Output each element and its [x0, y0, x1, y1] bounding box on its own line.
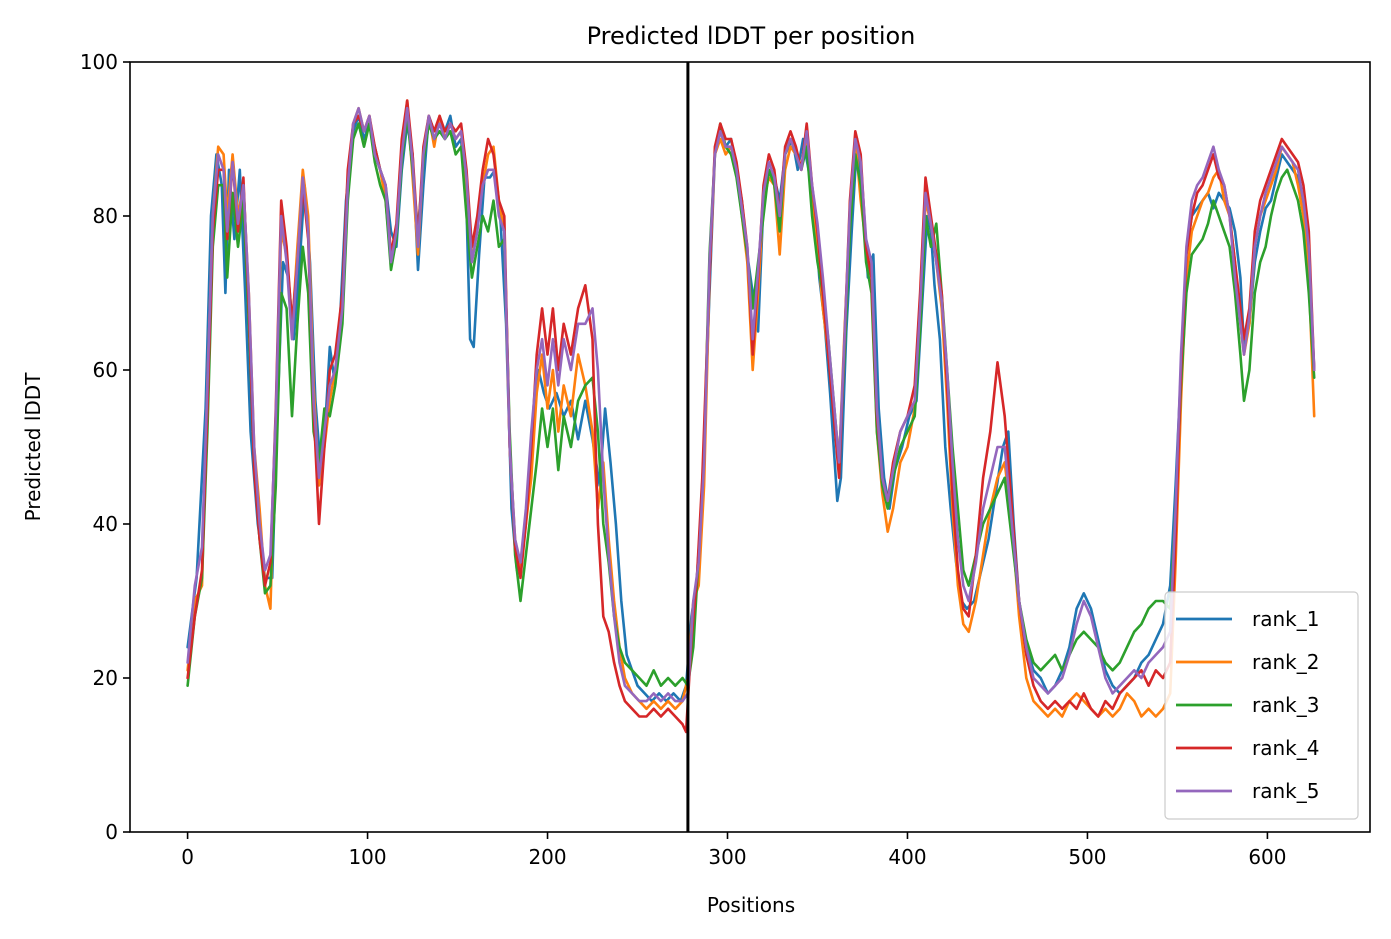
chart-title: Predicted lDDT per position — [587, 22, 916, 50]
y-tick-label: 100 — [80, 50, 118, 74]
x-axis: 0 100 200 300 400 500 600 — [181, 832, 1287, 869]
x-tick-label: 300 — [708, 845, 746, 869]
legend-label-rank_4: rank_4 — [1252, 736, 1319, 760]
series-layer — [186, 99, 1316, 734]
y-tick-label: 20 — [93, 666, 118, 690]
legend-label-rank_2: rank_2 — [1252, 650, 1319, 674]
series-line-rank_4 — [186, 99, 1316, 734]
plot-frame — [129, 61, 1371, 833]
x-axis-label: Positions — [707, 893, 795, 917]
legend-box — [1164, 591, 1359, 820]
x-tick-label: 400 — [888, 845, 926, 869]
series-line-rank_5 — [186, 106, 1316, 703]
legend-label-rank_1: rank_1 — [1252, 607, 1319, 631]
legend: rank_1 rank_2 rank_3 rank_4 rank_5 — [1164, 591, 1359, 820]
legend-label-rank_3: rank_3 — [1252, 693, 1319, 717]
x-tick-label: 100 — [348, 845, 386, 869]
x-tick-label: 500 — [1068, 845, 1106, 869]
series-line-rank_3 — [186, 114, 1316, 687]
y-tick-label: 40 — [93, 512, 118, 536]
x-tick-label: 600 — [1248, 845, 1286, 869]
series-line-rank_2 — [186, 99, 1316, 718]
y-tick-label: 0 — [105, 820, 118, 844]
y-axis-label: Predicted lDDT — [21, 372, 45, 522]
y-axis: 0 20 40 60 80 100 — [80, 50, 130, 844]
y-tick-label: 80 — [93, 204, 118, 228]
x-tick-label: 200 — [528, 845, 566, 869]
x-tick-label: 0 — [181, 845, 194, 869]
y-tick-label: 60 — [93, 358, 118, 382]
legend-label-rank_5: rank_5 — [1252, 779, 1319, 803]
